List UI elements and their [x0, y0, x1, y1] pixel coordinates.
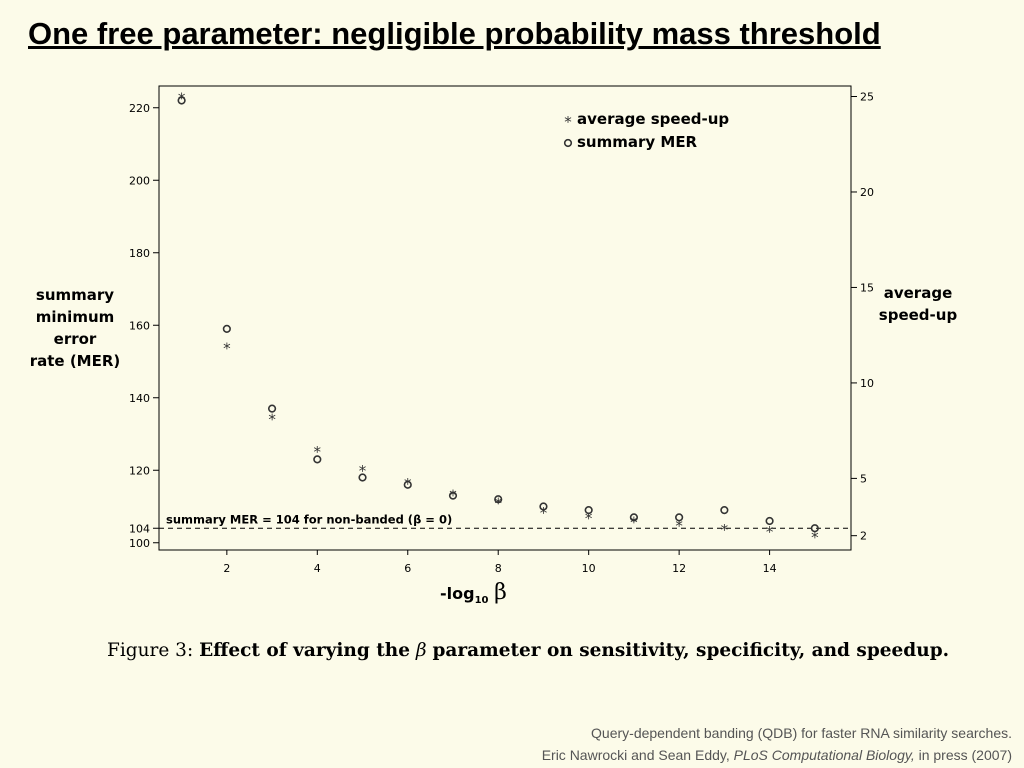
y-right-title-line: speed-up — [878, 306, 958, 324]
y-left-axis-title: summary minimum error rate (MER) — [20, 284, 130, 372]
caption-text-after: parameter on sensitivity, specificity, a… — [432, 640, 950, 661]
speedup-point: * — [675, 517, 683, 535]
legend-label: summary MER — [577, 133, 698, 151]
mer-point — [629, 513, 639, 522]
y-left-title-line: error — [53, 330, 97, 348]
y-left-tick-label: 160 — [129, 319, 150, 332]
mer-point — [584, 506, 593, 515]
citation-line-2: Eric Nawrocki and Sean Eddy, PLoS Comput… — [542, 744, 1012, 766]
legend-marker-mer — [563, 138, 573, 148]
slide-title: One free parameter: negligible probabili… — [28, 16, 881, 51]
x-tick-label: 12 — [672, 562, 686, 575]
plot-frame — [158, 85, 852, 551]
speedup-point: * — [540, 504, 548, 522]
speedup-point: * — [585, 510, 593, 528]
x-tick-label: 4 — [314, 562, 321, 575]
y-right-tick-label: 5 — [860, 472, 867, 485]
speedup-point: * — [314, 443, 322, 461]
y-left-tick-label: 180 — [129, 247, 150, 260]
x-tick-label: 8 — [495, 562, 502, 575]
y-left-title-line: rate (MER) — [29, 352, 121, 370]
x-tick-label: 6 — [404, 562, 411, 575]
y-left-title-line: summary — [35, 286, 115, 304]
legend-label: average speed-up — [577, 110, 729, 128]
y-left-title-line: minimum — [35, 308, 115, 326]
speedup-point: * — [630, 513, 638, 531]
mer-point — [494, 495, 503, 504]
y-right-tick-label: 25 — [860, 91, 874, 104]
citation-footer: Query-dependent banding (QDB) for faster… — [542, 722, 1012, 766]
y-right-axis-title: average speed-up — [872, 282, 964, 326]
mer-point — [222, 324, 231, 333]
caption-text-before: Effect of varying the — [199, 640, 410, 661]
citation-journal: PLoS Computational Biology, — [733, 747, 915, 763]
speedup-point: * — [721, 521, 729, 539]
caption-symbol: β — [415, 640, 427, 661]
speedup-point: * — [404, 475, 412, 493]
speedup-point: * — [766, 523, 774, 541]
x-axis-title: -log10 β — [440, 580, 507, 606]
y-right-tick-label: 20 — [860, 186, 874, 199]
citation-line-1: Query-dependent banding (QDB) for faster… — [591, 725, 1012, 741]
y-left-tick-label: 220 — [129, 102, 150, 115]
y-left-tick-label: 140 — [129, 392, 150, 405]
mer-point — [675, 513, 684, 522]
mer-point — [539, 502, 548, 511]
speedup-point: * — [178, 90, 186, 108]
y-left-tick-label: 104 — [129, 522, 150, 535]
y-right-tick-label: 15 — [860, 281, 874, 294]
citation-authors: Eric Nawrocki and Sean Eddy, — [541, 747, 730, 763]
figure-caption: Figure 3: Effect of varying the β parame… — [107, 640, 949, 661]
x-tick-label: 2 — [223, 562, 230, 575]
citation-status: in press (2007) — [918, 747, 1012, 763]
mer-point — [720, 506, 729, 515]
y-left-tick-label: 200 — [129, 174, 150, 187]
speedup-point: * — [268, 410, 276, 428]
speedup-point: * — [811, 529, 819, 547]
x-axis-title-subscript: 10 — [474, 595, 489, 607]
mer-point — [765, 516, 774, 526]
x-tick-label: 10 — [582, 562, 596, 575]
mer-point — [810, 524, 819, 533]
speedup-point: * — [359, 462, 367, 480]
mer-point — [313, 455, 322, 464]
y-left-tick-label: 100 — [129, 537, 150, 550]
y-right-tick-label: 2 — [860, 530, 867, 543]
x-axis-title-main: -log — [440, 584, 475, 603]
mer-point — [448, 491, 458, 500]
x-axis-title-symbol: β — [494, 580, 507, 605]
y-right-title-line: average — [883, 284, 953, 302]
y-left-tick-label: 120 — [129, 464, 150, 477]
y-right-tick-label: 10 — [860, 377, 874, 390]
baseline-label: summary MER = 104 for non-banded (β = 0) — [166, 512, 452, 526]
speedup-point: * — [494, 494, 502, 512]
mer-point — [177, 96, 186, 105]
x-tick-label: 14 — [763, 562, 777, 575]
mer-point — [358, 473, 367, 482]
speedup-point: * — [223, 340, 231, 358]
mer-point — [403, 480, 412, 489]
speedup-point: * — [449, 487, 457, 505]
caption-prefix: Figure 3: — [107, 640, 194, 661]
mer-point — [267, 404, 277, 413]
legend-marker-speedup: * — [564, 113, 572, 131]
